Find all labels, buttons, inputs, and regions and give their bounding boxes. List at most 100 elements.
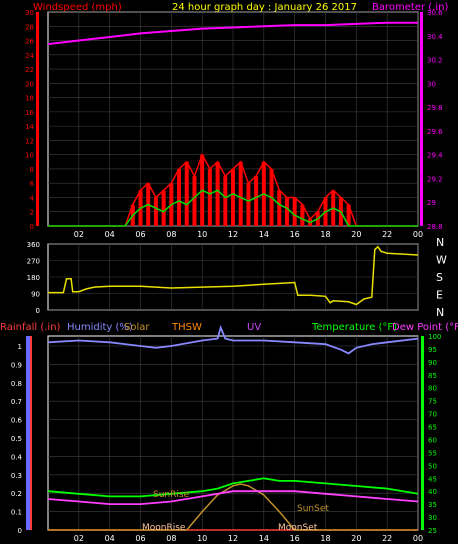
direction-line xyxy=(48,245,419,306)
uv-label: UV xyxy=(247,322,261,333)
humidity-line xyxy=(47,324,419,355)
graph-title: 24 hour graph day : January 26 2017 xyxy=(172,2,357,13)
wind-bar xyxy=(346,204,351,226)
compass-label: W xyxy=(436,254,447,267)
x-tick-label: 16 xyxy=(290,230,300,239)
temp-axis-bar xyxy=(421,336,424,530)
wind-y-tick: 28 xyxy=(25,23,34,31)
wind-bar xyxy=(184,161,189,226)
direction-y-tick: 0 xyxy=(36,307,40,315)
temp-y-tick: 75 xyxy=(428,398,437,406)
temp-y-tick: 30 xyxy=(428,514,437,522)
temp-y-tick: 70 xyxy=(428,411,437,419)
baro-title: Barometer (.in) xyxy=(372,2,448,13)
rain-y-tick: 0.8 xyxy=(11,380,22,388)
temp-y-tick: 35 xyxy=(428,501,437,509)
humidity-axis-bar xyxy=(26,336,30,530)
x-tick-label: 04 xyxy=(105,230,115,239)
temp-y-tick: 50 xyxy=(428,462,437,470)
x-tick-label: 02 xyxy=(74,230,84,239)
temp-line xyxy=(47,477,419,498)
temp-y-tick: 95 xyxy=(428,346,437,354)
x-tick-label: 12 xyxy=(228,534,238,543)
temp-y-tick: 80 xyxy=(428,385,437,393)
x-tick-label: 06 xyxy=(135,230,145,239)
compass-label: S xyxy=(436,271,443,284)
wind-y-tick: 10 xyxy=(25,152,34,160)
x-tick-label: 22 xyxy=(382,534,392,543)
rain-axis-bar xyxy=(30,336,32,530)
rain-y-tick: 0.1 xyxy=(11,509,22,517)
x-tick-label: 10 xyxy=(197,534,207,543)
baro-y-tick: 30.4 xyxy=(427,33,443,41)
wind-line xyxy=(48,152,418,227)
x-tick-label: 14 xyxy=(259,534,269,543)
wind-bar xyxy=(207,168,212,226)
wind-y-tick: 8 xyxy=(30,166,34,174)
x-tick-label: 10 xyxy=(197,230,207,239)
baro-y-tick: 29.4 xyxy=(427,152,443,160)
x-tick-label: 04 xyxy=(105,534,115,543)
x-tick-label: 18 xyxy=(320,230,330,239)
baro-y-tick: 29.8 xyxy=(427,104,443,112)
temp-label: Temperature (°F) xyxy=(311,322,397,333)
compass-label: N xyxy=(436,306,444,319)
baro-y-tick: 29.2 xyxy=(427,175,443,183)
sunset-label: SunSet xyxy=(297,504,329,514)
wind-baro-series xyxy=(47,21,418,227)
x-tick-label: 00 xyxy=(413,534,423,543)
wind-y-tick: 0 xyxy=(30,223,34,231)
rain-y-tick: 0.3 xyxy=(11,472,22,480)
temp-y-tick: 65 xyxy=(428,424,437,432)
rain-y-tick: 0.4 xyxy=(11,453,23,461)
direction-axis-ticks: 0 90 180 270 360 xyxy=(27,241,40,315)
wind-y-tick: 18 xyxy=(25,95,34,103)
rain-y-tick: 0 xyxy=(18,527,22,535)
wind-bar xyxy=(284,197,289,226)
baro-y-tick: 28.8 xyxy=(427,223,443,231)
wind-bar xyxy=(246,183,251,226)
wind-y-tick: 22 xyxy=(25,66,34,74)
direction-y-tick: 360 xyxy=(27,241,40,249)
temp-y-tick: 55 xyxy=(428,449,437,457)
wind-bar xyxy=(177,168,182,226)
x-tick-label: 22 xyxy=(382,230,392,239)
x-tick-label: 08 xyxy=(166,534,176,543)
rain-y-tick: 0.5 xyxy=(11,435,22,443)
x-tick-label: 02 xyxy=(74,534,84,543)
dew-label: Dew Point (°F) xyxy=(392,322,458,333)
compass-label: N xyxy=(436,236,444,249)
wind-bar xyxy=(277,190,282,226)
temp-y-tick: 85 xyxy=(428,372,437,380)
temp-y-tick: 25 xyxy=(428,527,437,535)
wind-bar xyxy=(254,176,259,226)
direction-series xyxy=(48,245,419,306)
wind-y-tick: 26 xyxy=(25,38,34,46)
x-tick-label: 12 xyxy=(228,230,238,239)
wind-y-tick: 30 xyxy=(25,9,34,17)
rain-y-tick: 0.6 xyxy=(11,417,23,425)
wind-y-tick: 14 xyxy=(25,123,34,131)
baro-axis-bar xyxy=(420,12,423,226)
wind-y-tick: 4 xyxy=(30,194,35,202)
moonrise-label: MoonRise xyxy=(142,523,186,533)
baro-y-tick: 29 xyxy=(427,199,436,207)
rain-y-tick: 0.2 xyxy=(11,490,22,498)
direction-y-tick: 270 xyxy=(27,258,40,266)
rain-y-tick: 0.7 xyxy=(11,398,22,406)
baro-y-tick: 30.2 xyxy=(427,57,443,65)
x-tick-label: 08 xyxy=(166,230,176,239)
x-tick-label: 18 xyxy=(320,534,330,543)
baro-line xyxy=(47,21,418,46)
humidity-label: Humidity (%) xyxy=(67,322,133,333)
temp-y-tick: 90 xyxy=(428,359,437,367)
wind-y-tick: 12 xyxy=(25,137,34,145)
temp-humidity-grid xyxy=(48,336,419,531)
thsw-label: THSW xyxy=(171,322,202,333)
baro-y-tick: 30.6 xyxy=(427,9,443,17)
temp-y-tick: 60 xyxy=(428,436,437,444)
